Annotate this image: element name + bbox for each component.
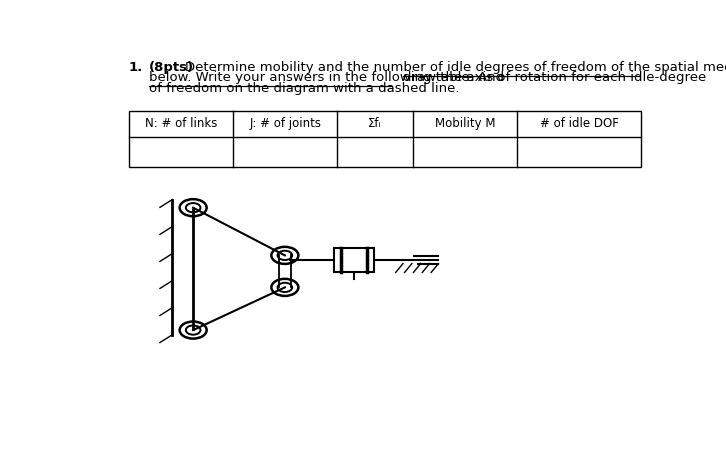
Text: below. Write your answers in the following table. And: below. Write your answers in the followi…: [149, 72, 508, 85]
Text: J: # of joints: J: # of joints: [249, 117, 321, 130]
Text: 1.: 1.: [129, 61, 143, 74]
Bar: [334, 249, 375, 272]
Text: Σfᵢ: Σfᵢ: [368, 117, 382, 130]
Text: # of idle DOF: # of idle DOF: [539, 117, 619, 130]
Text: (8pts): (8pts): [149, 61, 194, 74]
Text: draw the axis of rotation for each idle-degree: draw the axis of rotation for each idle-…: [403, 72, 706, 85]
Text: N: # of links: N: # of links: [145, 117, 217, 130]
Text: Determine mobility and the number of idle degrees of freedom of the spatial mech: Determine mobility and the number of idl…: [184, 61, 726, 74]
Bar: [129, 110, 641, 168]
Text: of freedom on the diagram with a dashed line.: of freedom on the diagram with a dashed …: [149, 82, 460, 95]
Text: Mobility M: Mobility M: [435, 117, 495, 130]
